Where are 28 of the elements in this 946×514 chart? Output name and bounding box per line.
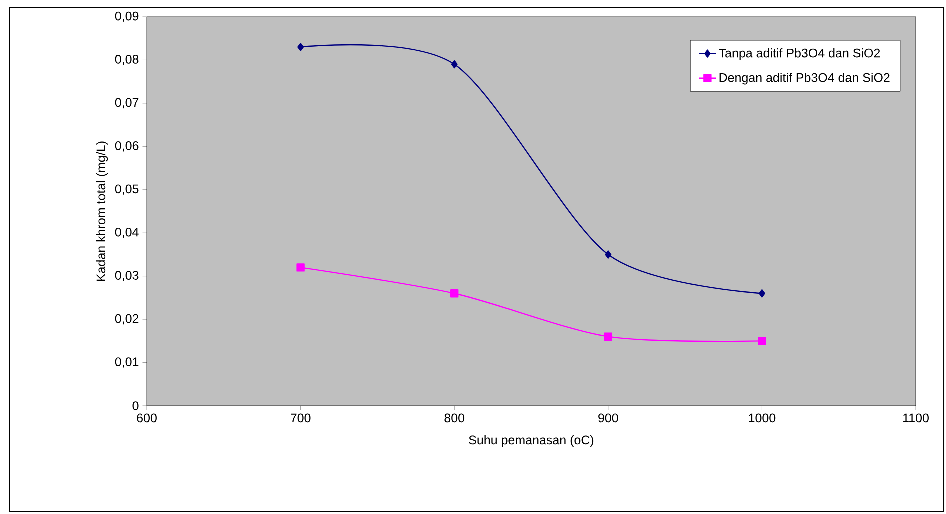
point bbox=[450, 290, 459, 298]
y-tick-label: 0,06 bbox=[115, 141, 139, 152]
x-tick-label: 1100 bbox=[904, 414, 929, 423]
y-tick-label: 0,03 bbox=[115, 271, 139, 282]
y-tick-label: 0,05 bbox=[115, 184, 139, 196]
y-tick-label: 0 bbox=[132, 402, 139, 410]
point bbox=[604, 332, 613, 341]
y-tick-label: 0,09 bbox=[115, 12, 139, 22]
point bbox=[298, 43, 304, 52]
y-axis-title: Kadan khrom total (mg/L) bbox=[96, 142, 108, 281]
point bbox=[605, 250, 612, 259]
point bbox=[758, 337, 766, 346]
point bbox=[451, 60, 458, 69]
x-axis-title: Suhu pemanasan (oC) bbox=[469, 435, 594, 448]
x-tick-label: 900 bbox=[598, 414, 618, 423]
x-tick-label: 800 bbox=[444, 414, 465, 423]
y-tick-label: 0,07 bbox=[115, 98, 139, 109]
y-tick-label: 0,08 bbox=[115, 55, 139, 66]
y-tick-label: 0,04 bbox=[115, 228, 139, 238]
point bbox=[758, 290, 766, 298]
legend-label: Tanpa aditif Pb3O4 dan SiO2 bbox=[719, 48, 880, 60]
legend-label: Dengan aditif Pb3O4 dan SiO2 bbox=[720, 73, 890, 85]
y-tick-label: 0,01 bbox=[115, 358, 139, 368]
point bbox=[296, 264, 305, 272]
x-tick-label: 600 bbox=[137, 414, 157, 423]
y-tick-label: 0,02 bbox=[115, 314, 139, 325]
x-tick-label: 1000 bbox=[749, 414, 776, 423]
x-tick-label: 700 bbox=[291, 414, 311, 423]
